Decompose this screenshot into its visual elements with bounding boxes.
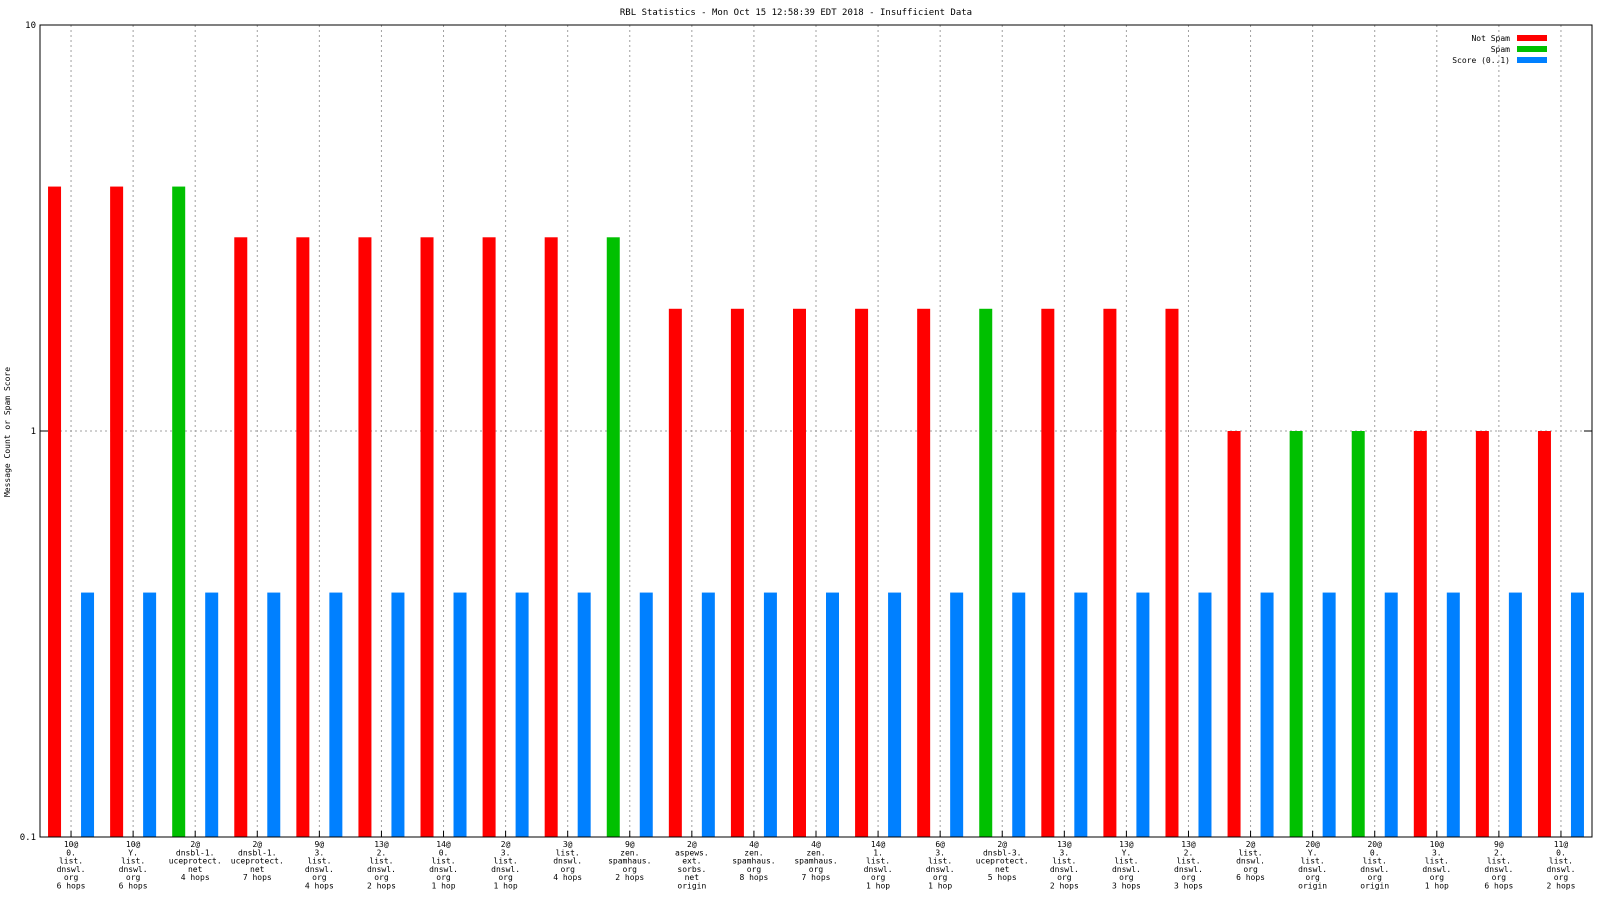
legend: Not Spam Spam Score (0..1) <box>1452 34 1547 65</box>
y-tick-label: 1 <box>31 427 36 437</box>
x-axis-labels: 10@ 0. list. dnswl. org 6 hops 10@ Y. list. dnswl… <box>57 831 1576 891</box>
legend-label: Not Spam <box>1471 34 1510 43</box>
not-spam-bar <box>917 308 931 837</box>
not-spam-bar <box>668 308 682 837</box>
x-tick-label: 2@ dnsbl-3. uceprotect. net 5 hops <box>976 840 1029 882</box>
x-tick-label: 9@ 3. list. dnswl. org 4 hops <box>305 840 334 891</box>
score-bar <box>329 592 343 837</box>
not-spam-bar <box>482 237 496 838</box>
spam-bar <box>606 237 620 838</box>
x-tick-label: 2@ list. dnswl. org 6 hops <box>1236 840 1265 882</box>
not-spam-bar <box>48 186 62 837</box>
not-spam-bar <box>1537 431 1551 837</box>
not-spam-bar <box>1475 431 1489 837</box>
score-bar <box>143 592 157 837</box>
spam-bar <box>172 186 186 837</box>
score-bar <box>763 592 777 837</box>
chart-title: RBL Statistics - Mon Oct 15 12:58:39 EDT… <box>620 8 972 18</box>
score-bar <box>888 592 902 837</box>
not-spam-bar <box>1103 308 1117 837</box>
legend-label: Spam <box>1491 45 1510 54</box>
score-bar <box>1446 592 1460 837</box>
y-axis-title: Message Count or Spam Score <box>3 367 12 497</box>
not-spam-bar <box>110 186 124 837</box>
x-tick-label: 3@ list. dnswl. org 4 hops <box>553 840 582 882</box>
not-spam-bar <box>358 237 372 838</box>
score-bar <box>391 592 405 837</box>
legend-swatch <box>1517 57 1547 63</box>
legend-swatch <box>1517 35 1547 41</box>
x-tick-label: 10@ Y. list. dnswl. org 6 hops <box>119 840 148 891</box>
score-bar <box>1322 592 1336 837</box>
x-tick-label: 20@ Y. list. dnswl. org origin <box>1298 840 1327 891</box>
score-bar <box>81 592 95 837</box>
score-bar <box>267 592 281 837</box>
x-tick-label: 2@ dnsbl-1. uceprotect. net 4 hops <box>169 840 222 882</box>
x-tick-label: 4@ zen. spamhaus. org 8 hops <box>732 840 775 882</box>
x-tick-label: 13@ Y. list. dnswl. org 3 hops <box>1112 840 1141 891</box>
score-bar <box>1198 592 1212 837</box>
x-tick-label: 6@ 3. list. dnswl. org 1 hop <box>926 840 955 891</box>
spam-bar <box>979 308 993 837</box>
not-spam-bar <box>234 237 248 838</box>
not-spam-bar <box>1041 308 1055 837</box>
spam-bar <box>1289 431 1303 837</box>
x-tick-label: 2@ aspews. ext. sorbs. net origin <box>675 840 709 891</box>
not-spam-bar <box>855 308 869 837</box>
x-tick-label: 2@ 3. list. dnswl. org 1 hop <box>491 840 520 891</box>
y-tick-label: 10 <box>25 21 36 31</box>
score-bar <box>1570 592 1584 837</box>
x-tick-label: 2@ dnsbl-1. uceprotect. net 7 hops <box>231 840 284 882</box>
score-bar <box>950 592 964 837</box>
grid <box>40 25 1592 837</box>
score-bar <box>1012 592 1026 837</box>
x-tick-label: 10@ 3. list. dnswl. org 1 hop <box>1422 840 1451 891</box>
x-tick-label: 14@ 0. list. dnswl. org 1 hop <box>429 840 458 891</box>
score-bar <box>1074 592 1088 837</box>
score-bar <box>1136 592 1150 837</box>
x-tick-label: 13@ 2. list. dnswl. org 3 hops <box>1174 840 1203 891</box>
score-bar <box>1508 592 1522 837</box>
score-bar <box>639 592 653 837</box>
not-spam-bar <box>1227 431 1241 837</box>
bars <box>48 186 1584 838</box>
not-spam-bar <box>793 308 806 837</box>
not-spam-bar <box>420 237 434 838</box>
x-tick-label: 9@ 2. list. dnswl. org 6 hops <box>1484 840 1513 891</box>
score-bar <box>205 592 219 837</box>
y-tick-label: 0.1 <box>20 833 36 843</box>
x-tick-label: 4@ zen. spamhaus. org 7 hops <box>794 840 837 882</box>
not-spam-bar <box>296 237 310 838</box>
x-tick-label: 9@ zen. spamhaus. org 2 hops <box>608 840 651 882</box>
spam-bar <box>1351 431 1365 837</box>
not-spam-bar <box>1413 431 1427 837</box>
not-spam-bar <box>544 237 558 838</box>
score-bar <box>515 592 529 837</box>
legend-label: Score (0..1) <box>1452 56 1510 65</box>
x-tick-label: 11@ 0. list. dnswl. org 2 hops <box>1547 840 1576 891</box>
x-tick-label: 14@ 1. list. dnswl. org 1 hop <box>864 840 893 891</box>
score-bar <box>1384 592 1398 837</box>
legend-swatch <box>1517 46 1547 52</box>
score-bar <box>701 592 715 837</box>
x-tick-label: 20@ 0. list. dnswl. org origin <box>1360 840 1389 891</box>
score-bar <box>577 592 591 837</box>
not-spam-bar <box>1165 308 1179 837</box>
score-bar <box>826 592 839 837</box>
score-bar <box>453 592 467 837</box>
x-tick-label: 13@ 3. list. dnswl. org 2 hops <box>1050 840 1079 891</box>
y-axis-ticks: 0.1 1 10 <box>20 21 1592 843</box>
not-spam-bar <box>730 308 744 837</box>
score-bar <box>1260 592 1274 837</box>
x-tick-label: 13@ 2. list. dnswl. org 2 hops <box>367 840 396 891</box>
x-tick-label: 10@ 0. list. dnswl. org 6 hops <box>57 840 86 891</box>
